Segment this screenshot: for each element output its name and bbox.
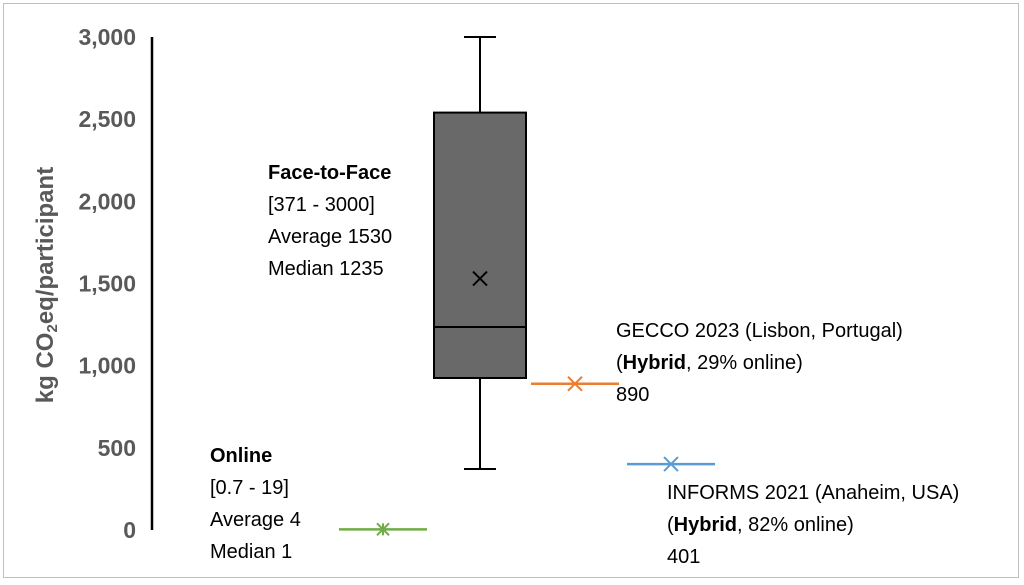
informs-value: 401 [667,546,701,568]
online-median: Median 1 [210,541,293,563]
online-title: Online [210,445,273,467]
y-axis-label-suffix: eq/participant [32,166,59,325]
gecco-mode-rest: , 29% online) [686,352,803,374]
y-tick-label-2000: 2,000 [78,188,136,214]
box-mean-marker-b [472,270,488,287]
online-average: Average 4 [210,509,301,531]
face-to-face-median: Median 1235 [268,258,384,280]
y-tick-label-0: 0 [123,517,136,543]
y-axis-label: kg CO2eq/participant [32,140,61,430]
gecco-2023-marker-b [567,376,583,392]
y-tick-label-500: 500 [98,435,136,461]
informs-2021-marker-b [663,456,679,472]
gecco-mode-hybrid: Hybrid [622,352,687,374]
gecco-title: GECCO 2023 (Lisbon, Portugal) [616,320,903,342]
gecco-annotation: GECCO 2023 (Lisbon, Portugal) (Hybrid, 2… [616,315,903,411]
informs-mode: (Hybrid, 82% online) [667,509,959,541]
online-range: [0.7 - 19] [210,477,289,499]
face-to-face-average: Average 1530 [268,226,393,248]
informs-annotation: INFORMS 2021 (Anaheim, USA) (Hybrid, 82%… [667,477,959,573]
y-axis-label-prefix: kg CO [32,332,59,404]
box-iqr-rect [433,111,527,379]
informs-mode-rest: , 82% online) [737,514,854,536]
y-tick-label-1000: 1,000 [78,353,136,379]
y-tick-label-3000: 3,000 [78,24,136,50]
face-to-face-annotation: Face-to-Face [371 - 3000] Average 1530 M… [268,157,392,285]
chart-frame [3,3,1019,578]
gecco-mode-open: ( [616,352,623,374]
gecco-mode: (Hybrid, 29% online) [616,347,903,379]
informs-mode-hybrid: Hybrid [673,514,738,536]
informs-mode-open: ( [667,514,674,536]
gecco-value: 890 [616,384,650,406]
online-annotation: Online [0.7 - 19] Average 4 Median 1 [210,440,301,568]
face-to-face-range: [371 - 3000] [268,194,375,216]
y-tick-label-2500: 2,500 [78,106,136,132]
informs-title: INFORMS 2021 (Anaheim, USA) [667,482,960,504]
face-to-face-title: Face-to-Face [268,162,392,184]
y-tick-label-1500: 1,500 [78,271,136,297]
y-axis-label-subscript: 2 [44,324,61,333]
